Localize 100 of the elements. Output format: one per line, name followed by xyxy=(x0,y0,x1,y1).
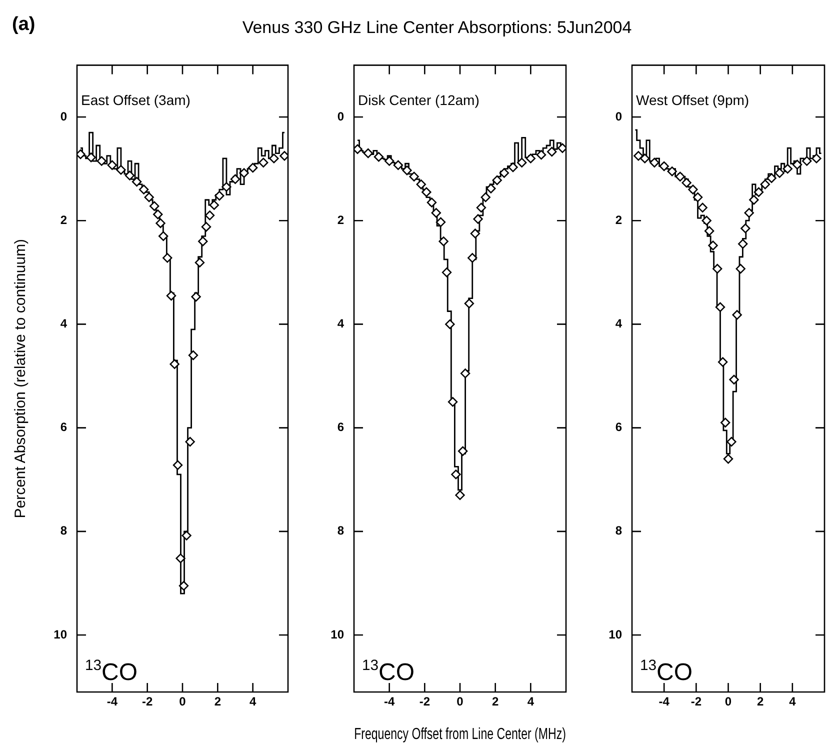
point xyxy=(766,173,776,183)
point xyxy=(782,164,792,174)
point xyxy=(712,264,722,274)
point xyxy=(650,158,660,168)
y-tick-label: 2 xyxy=(60,212,68,227)
point xyxy=(723,454,734,464)
point xyxy=(473,214,483,224)
point xyxy=(185,436,195,447)
point xyxy=(158,231,168,241)
point xyxy=(720,418,730,428)
point xyxy=(166,290,176,301)
point xyxy=(77,149,86,160)
x-tick-label: 0 xyxy=(179,694,186,709)
x-tick-label: 2 xyxy=(756,694,764,709)
x-axis-title: Frequency Offset from Line Center (MHz) xyxy=(354,724,566,742)
point xyxy=(182,530,192,540)
point xyxy=(445,319,455,330)
point xyxy=(107,160,118,170)
point xyxy=(476,202,486,213)
point xyxy=(214,190,224,201)
point xyxy=(470,228,480,238)
y-tick-label: 6 xyxy=(60,420,68,434)
annotation: West Offset (9pm) xyxy=(636,92,750,108)
point xyxy=(436,217,446,228)
point xyxy=(640,154,650,164)
point xyxy=(198,236,208,246)
point xyxy=(230,174,240,184)
point xyxy=(634,151,644,161)
point xyxy=(363,148,373,158)
point xyxy=(191,292,201,302)
point xyxy=(718,357,728,367)
y-tick-label: 0 xyxy=(615,109,622,124)
point xyxy=(688,184,698,194)
y-tick-label: 8 xyxy=(60,524,68,538)
y-tick-label: 6 xyxy=(337,420,344,434)
point xyxy=(749,195,759,205)
point xyxy=(547,146,557,157)
point xyxy=(209,200,219,210)
point xyxy=(393,160,404,170)
point xyxy=(802,156,812,166)
point xyxy=(402,166,412,176)
point xyxy=(516,158,527,168)
point xyxy=(222,182,232,192)
point xyxy=(499,168,510,178)
text: (a) xyxy=(12,14,36,36)
y-tick-label: 4 xyxy=(615,316,622,331)
point xyxy=(736,264,746,274)
point xyxy=(354,144,362,154)
point xyxy=(536,150,546,160)
point xyxy=(715,302,726,312)
point xyxy=(144,192,154,202)
point xyxy=(692,192,703,202)
point xyxy=(138,184,149,194)
point xyxy=(558,143,566,153)
point xyxy=(659,161,669,172)
x-tick-label: 4 xyxy=(527,694,534,709)
point xyxy=(124,170,135,180)
point xyxy=(774,168,784,178)
x-tick-label: -2 xyxy=(142,694,153,709)
point xyxy=(675,172,685,182)
y-tick-label: 8 xyxy=(337,524,344,538)
y-tick-label: 2 xyxy=(337,212,344,227)
point xyxy=(492,175,502,186)
point xyxy=(431,208,441,218)
point xyxy=(455,490,465,500)
point xyxy=(704,226,714,236)
point xyxy=(460,368,470,378)
point xyxy=(698,202,708,213)
point xyxy=(744,208,754,218)
x-tick-label: 0 xyxy=(724,694,732,709)
point xyxy=(812,154,822,164)
point xyxy=(201,222,212,232)
point xyxy=(508,162,518,172)
point xyxy=(150,201,160,211)
point xyxy=(702,216,712,226)
x-tick-label: 2 xyxy=(214,694,222,709)
point xyxy=(132,176,142,187)
y-tick-label: 4 xyxy=(60,316,68,331)
x-tick-label: 0 xyxy=(456,694,464,709)
point xyxy=(409,172,419,182)
x-tick-label: -2 xyxy=(419,694,430,709)
point xyxy=(248,162,258,173)
point xyxy=(172,460,183,470)
point xyxy=(760,179,770,190)
point xyxy=(738,239,748,249)
x-tick-label: 4 xyxy=(789,694,796,709)
point xyxy=(162,253,172,263)
x-tick-label: 2 xyxy=(492,694,499,709)
point xyxy=(239,168,249,178)
y-tick-label: 8 xyxy=(615,524,622,538)
point xyxy=(740,224,750,234)
annotation: Disk Center (12am) xyxy=(358,92,480,108)
x-tick-label: -4 xyxy=(384,694,395,709)
point xyxy=(422,187,432,197)
point xyxy=(682,178,692,188)
point xyxy=(384,156,394,166)
point xyxy=(269,154,279,164)
point xyxy=(170,359,180,369)
point xyxy=(280,151,288,161)
point xyxy=(729,374,739,384)
